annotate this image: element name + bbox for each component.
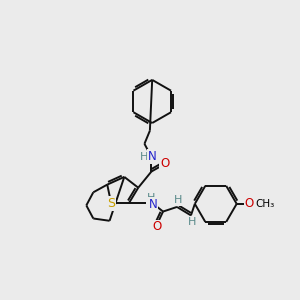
Text: S: S <box>107 196 115 210</box>
Text: H: H <box>147 193 156 203</box>
Text: N: N <box>148 198 158 211</box>
Text: O: O <box>244 197 254 210</box>
Text: O: O <box>160 157 169 170</box>
Text: H: H <box>140 152 148 162</box>
Text: H: H <box>188 217 197 227</box>
Text: N: N <box>148 150 157 164</box>
Text: CH₃: CH₃ <box>255 199 274 209</box>
Text: O: O <box>152 220 161 233</box>
Text: H: H <box>174 195 182 205</box>
